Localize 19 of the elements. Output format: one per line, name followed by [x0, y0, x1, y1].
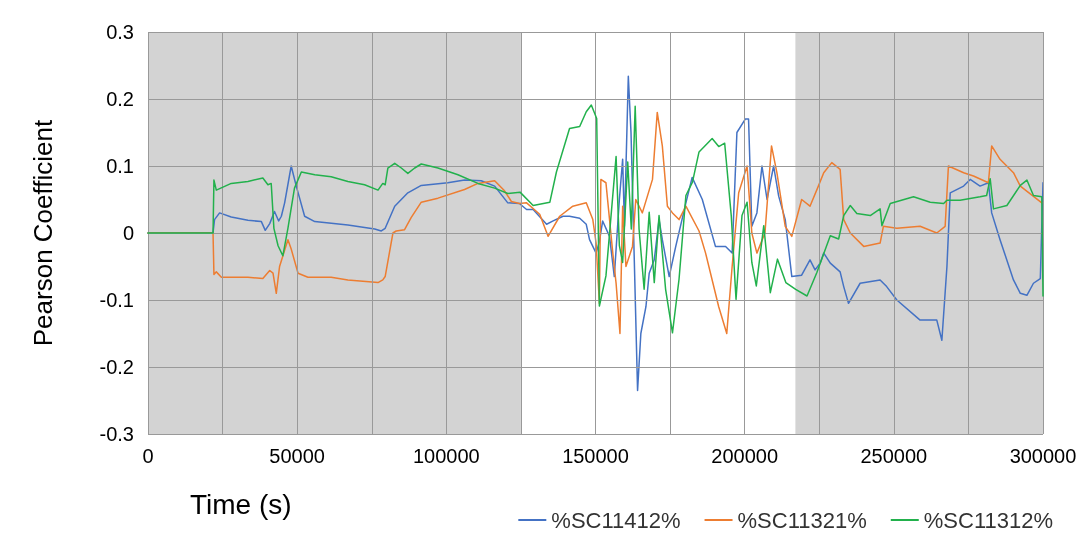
x-tick-label: 250000: [860, 445, 928, 467]
legend-label: %SC11312%: [923, 507, 1054, 533]
legend-label: %SC11412%: [551, 507, 681, 533]
legend-label: %SC11321%: [737, 507, 867, 533]
y-tick-label: 0.3: [106, 21, 134, 43]
y-tick-label: -0.3: [99, 423, 134, 445]
y-tick-label: -0.2: [99, 356, 134, 378]
x-tick-label: 0: [142, 445, 154, 467]
y-tick-label: -0.1: [99, 289, 134, 311]
x-tick-label: 300000: [1009, 445, 1077, 467]
y-axis-title: Pearson Coefficient: [28, 119, 58, 347]
y-tick-label: 0: [122, 222, 134, 244]
y-tick-label: 0.2: [106, 88, 134, 110]
x-tick-label: 100000: [412, 445, 480, 467]
x-axis-title: Time (s): [190, 488, 292, 520]
x-tick-label: 50000: [269, 445, 325, 467]
x-tick-label: 150000: [562, 445, 629, 467]
y-tick-label: 0.1: [106, 155, 134, 177]
x-tick-label: 200000: [711, 445, 779, 467]
